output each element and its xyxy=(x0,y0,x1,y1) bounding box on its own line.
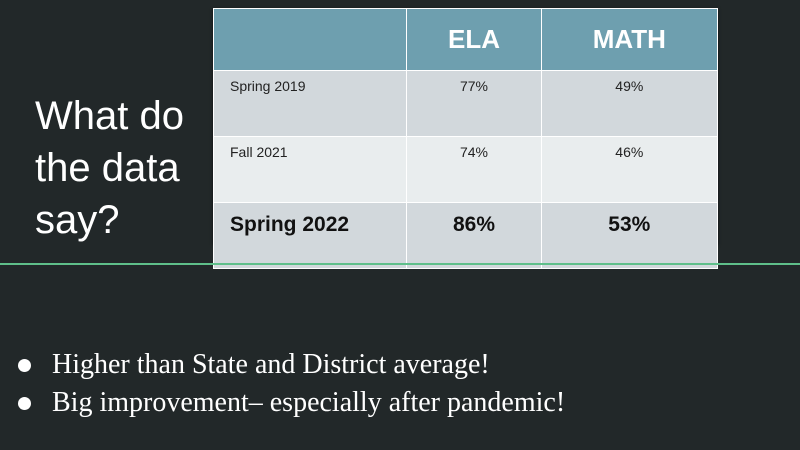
row-label: Spring 2022 xyxy=(212,202,408,269)
ela-value: 86% xyxy=(406,202,542,269)
bullet-item: Higher than State and District average! xyxy=(18,346,565,384)
scores-table-container: ELA MATH Spring 2019 77% 49% Fall 2021 7… xyxy=(212,8,719,269)
table-header-row: ELA MATH xyxy=(212,8,719,71)
bullet-text: Higher than State and District average! xyxy=(52,349,490,380)
scores-table: ELA MATH Spring 2019 77% 49% Fall 2021 7… xyxy=(212,8,719,269)
table-row: Fall 2021 74% 46% xyxy=(212,136,719,203)
bullet-item: Big improvement– especially after pandem… xyxy=(18,384,565,422)
ela-value: 74% xyxy=(406,136,542,203)
math-value: 46% xyxy=(540,136,719,203)
table-row: Spring 2022 86% 53% xyxy=(212,202,719,269)
row-label: Fall 2021 xyxy=(212,136,408,203)
header-cell-math: MATH xyxy=(540,8,719,71)
bullet-list: Higher than State and District average! … xyxy=(18,346,565,422)
divider-line xyxy=(0,263,800,265)
bullet-dot-icon xyxy=(18,358,31,372)
table-row: Spring 2019 77% 49% xyxy=(212,70,719,137)
row-label: Spring 2019 xyxy=(212,70,408,137)
bullet-dot-icon xyxy=(18,396,31,410)
ela-value: 77% xyxy=(406,70,542,137)
slide-title: What do the data say? xyxy=(35,94,184,242)
bullet-text: Big improvement– especially after pandem… xyxy=(52,387,566,418)
math-value: 49% xyxy=(540,70,719,137)
math-value: 53% xyxy=(540,202,719,269)
header-cell-empty xyxy=(212,8,408,71)
header-cell-ela: ELA xyxy=(406,8,542,71)
